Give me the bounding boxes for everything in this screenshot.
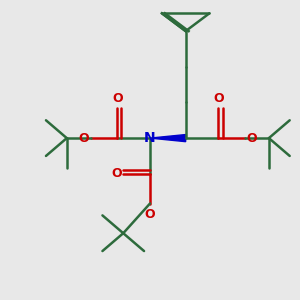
Text: O: O bbox=[112, 92, 123, 105]
Text: O: O bbox=[247, 132, 257, 145]
Text: O: O bbox=[145, 208, 155, 221]
Polygon shape bbox=[150, 134, 186, 142]
Text: N: N bbox=[144, 131, 156, 145]
Text: O: O bbox=[213, 92, 224, 105]
Text: O: O bbox=[78, 132, 89, 145]
Text: O: O bbox=[111, 167, 122, 180]
